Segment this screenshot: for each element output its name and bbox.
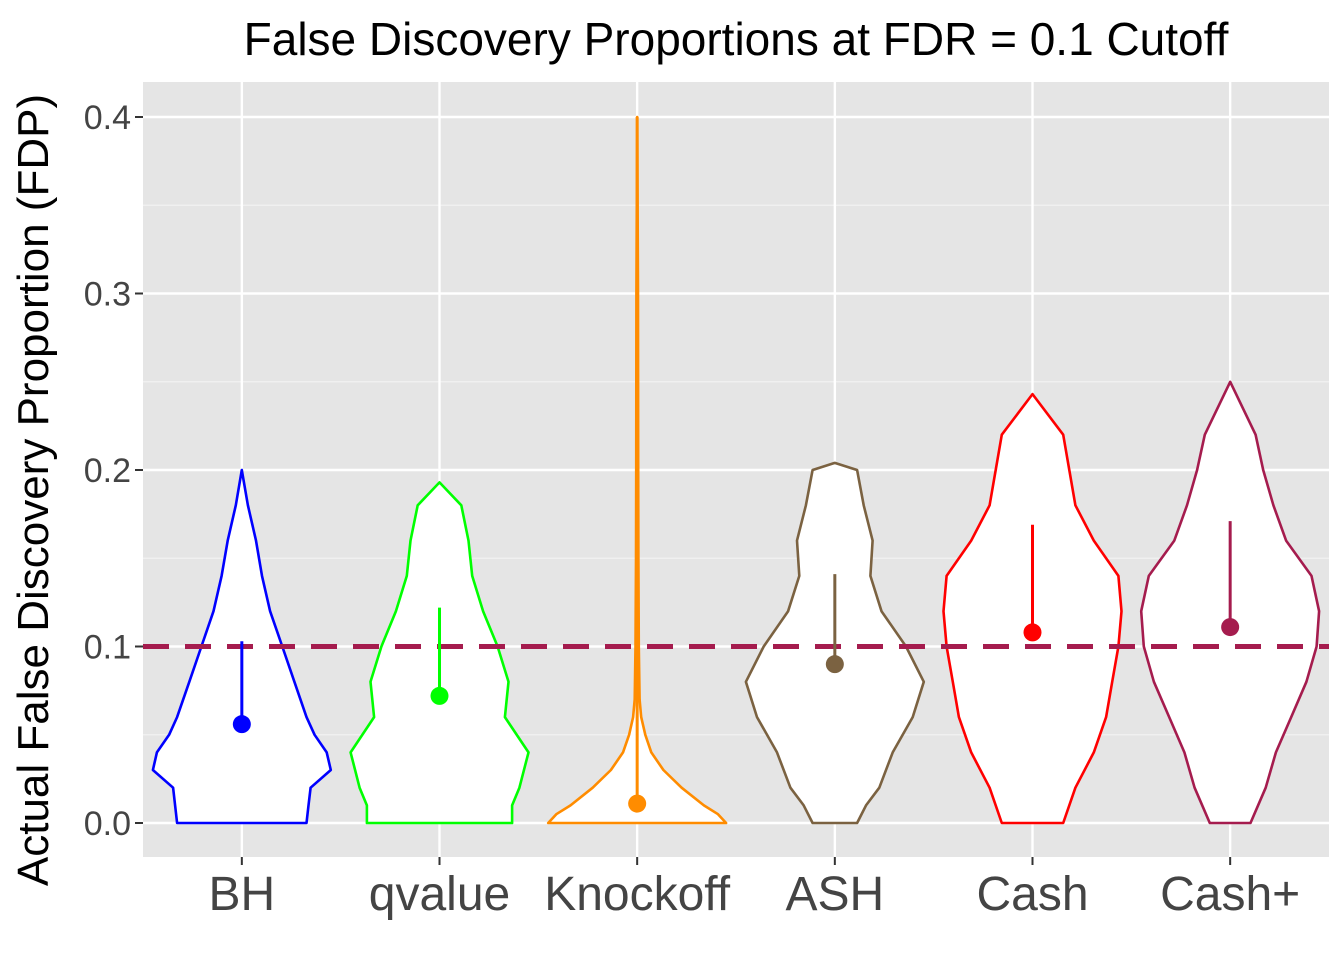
mean-point bbox=[628, 794, 647, 813]
mean-point bbox=[825, 655, 844, 674]
y-axis-label: Actual False Discovery Proportion (FDP) bbox=[9, 94, 58, 886]
y-tick-label: 0.1 bbox=[84, 629, 131, 667]
x-axis-ticks: BH qvalue Knockoff ASH Cash Cash+ bbox=[208, 857, 1300, 921]
chart-title: False Discovery Proportions at FDR = 0.1… bbox=[244, 13, 1229, 65]
mean-points bbox=[232, 117, 1240, 813]
y-tick-label: 0.0 bbox=[84, 805, 131, 843]
x-tick-label: BH bbox=[208, 868, 275, 921]
y-tick-label: 0.3 bbox=[84, 276, 131, 314]
y-axis-ticks: 0.0 0.1 0.2 0.3 0.4 bbox=[84, 99, 143, 843]
mean-point bbox=[1221, 618, 1240, 637]
x-tick-label: Cash bbox=[976, 868, 1088, 921]
y-tick-label: 0.4 bbox=[84, 99, 131, 137]
mean-point bbox=[430, 686, 449, 705]
x-tick-label: ASH bbox=[785, 868, 884, 921]
x-tick-label: qvalue bbox=[369, 868, 510, 921]
minor-gridlines bbox=[143, 204, 1329, 736]
x-tick-label: Knockoff bbox=[544, 868, 731, 921]
mean-point bbox=[232, 715, 251, 734]
x-tick-label: Cash+ bbox=[1160, 868, 1300, 921]
y-tick-label: 0.2 bbox=[84, 452, 131, 490]
mean-point bbox=[1023, 623, 1042, 642]
